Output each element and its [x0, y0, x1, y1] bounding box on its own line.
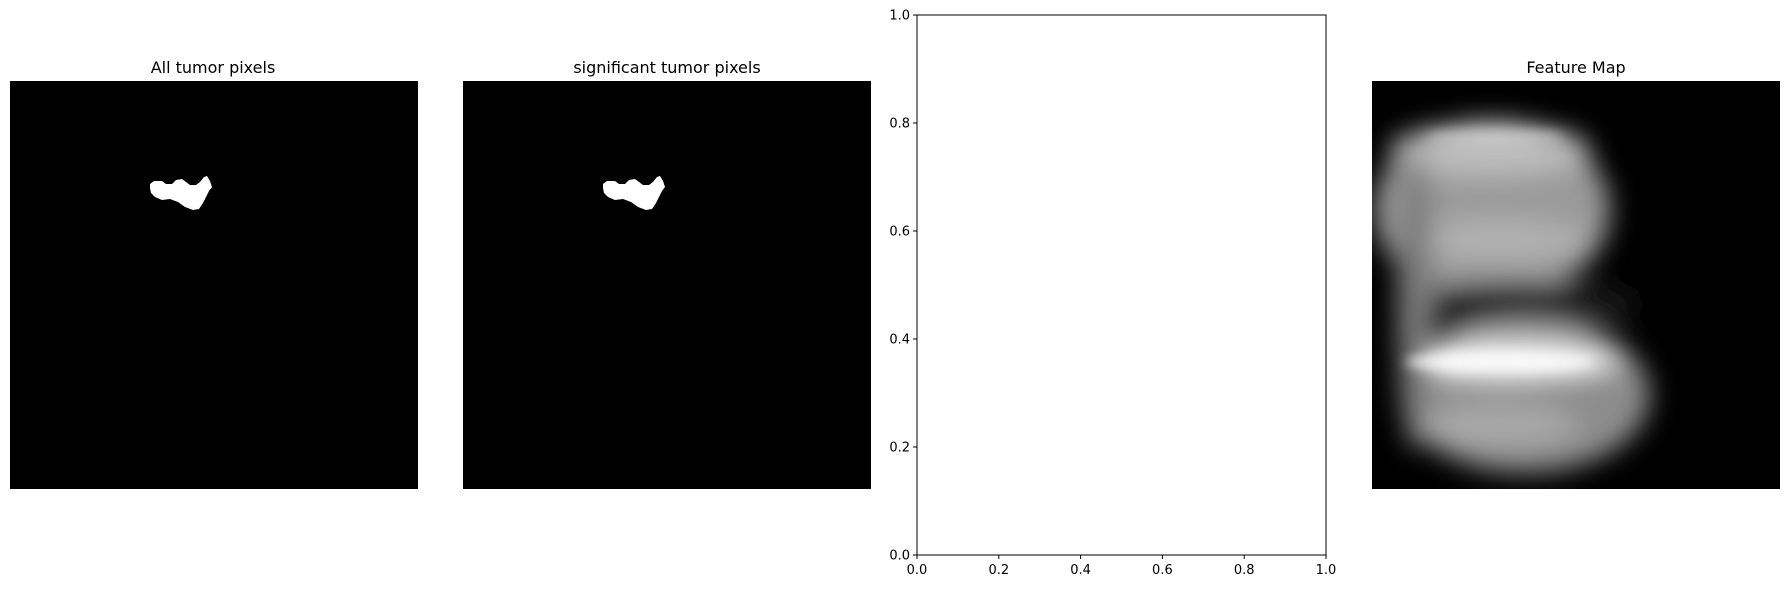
panel-title-feature-map: Feature Map [1526, 58, 1625, 77]
mask-image-all-tumor [10, 81, 418, 489]
y-tick-label: 0.6 [889, 225, 910, 240]
y-tick-label: 0.2 [889, 441, 910, 456]
x-tick-label: 0.6 [1152, 563, 1173, 578]
panel-empty-axes: 0.0 0.2 0.4 0.6 0.8 1.0 0.0 0.2 0.4 0.6 0.8 1.0 [889, 9, 1336, 579]
y-tick-label: 1.0 [889, 9, 910, 24]
panel-title-all-tumor-pixels: All tumor pixels [151, 58, 276, 77]
panel-significant-tumor-pixels: significant tumor pixels [463, 58, 871, 489]
y-axis: 0.0 0.2 0.4 0.6 0.8 1.0 [889, 9, 917, 564]
panel-all-tumor-pixels: All tumor pixels [10, 58, 418, 489]
y-tick-label: 0.8 [889, 117, 910, 132]
x-tick-label: 0.4 [1070, 563, 1091, 578]
x-tick-label: 0.8 [1234, 563, 1255, 578]
x-tick-label: 0.2 [988, 563, 1009, 578]
feature-map-image [1374, 120, 1650, 473]
mask-image-significant-tumor [463, 81, 871, 489]
empty-axes-frame [916, 14, 1327, 556]
y-tick-label: 0.4 [889, 333, 910, 348]
tumor-region-all [150, 176, 212, 210]
x-axis: 0.0 0.2 0.4 0.6 0.8 1.0 [907, 555, 1337, 578]
x-tick-label: 1.0 [1316, 563, 1337, 578]
y-tick-label: 0.0 [889, 549, 910, 564]
panel-feature-map: Feature Map [1372, 58, 1780, 489]
x-tick-label: 0.0 [907, 563, 928, 578]
tumor-region-significant [603, 176, 665, 210]
panel-title-significant-tumor-pixels: significant tumor pixels [573, 58, 760, 77]
